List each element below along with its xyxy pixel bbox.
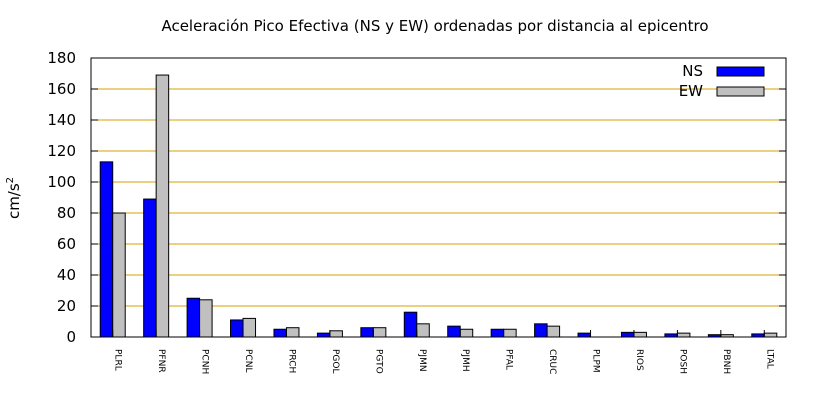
y-tick-label: 100	[47, 173, 76, 191]
x-tick-label: PGTO	[373, 349, 383, 374]
bar-ew	[459, 328, 474, 338]
y-axis-label-base: cm/s	[5, 183, 23, 219]
plot-frame	[90, 57, 787, 338]
x-tick-label-group: PGOL	[330, 349, 340, 374]
x-tick-label-group: PLPM	[591, 349, 601, 373]
bar-ew	[242, 317, 257, 338]
x-tick-label-group: PFAL	[504, 349, 514, 370]
bar-ew	[633, 331, 647, 338]
legend-label-ew: EW	[679, 82, 703, 100]
x-tick-label-group: PBNH	[721, 349, 731, 374]
x-axis-ticks: PLRL PFNR PCNH PCNL PRCH PGOL PGTO PJMN PJMH PFAL…	[112, 330, 774, 374]
legend-swatch-ns	[716, 66, 765, 77]
bar-ew	[676, 332, 691, 338]
bar-ns	[360, 327, 374, 338]
y-tick-label: 120	[47, 142, 76, 160]
x-tick-label: PRCH	[286, 349, 296, 373]
x-tick-label-group: PJMN	[417, 349, 427, 372]
y-tick-label: 0	[66, 328, 76, 346]
bars	[99, 74, 778, 338]
y-tick-label: 80	[57, 204, 76, 222]
legend: NS EW	[679, 62, 765, 100]
y-tick-label: 20	[57, 297, 76, 315]
x-tick-label: LTAL	[764, 349, 774, 369]
svg-text:cm/s2: cm/s2	[5, 177, 23, 219]
x-tick-label: PGOL	[330, 349, 340, 374]
x-tick-label: PBNH	[721, 349, 731, 374]
x-tick-label-group: PCNH	[200, 349, 210, 374]
y-tick-label: 160	[47, 80, 76, 98]
bar-ns	[534, 323, 548, 338]
x-tick-label-group: PRCH	[286, 349, 296, 373]
bar-ns	[490, 328, 505, 338]
x-tick-label: CRUC	[547, 349, 557, 374]
x-tick-label: PJMN	[417, 349, 427, 372]
bar-ns	[316, 332, 331, 338]
bar-ns	[577, 332, 592, 338]
x-tick-label-group: POSH	[677, 349, 687, 374]
y-tick-label: 140	[47, 111, 76, 129]
x-tick-label-group: LTAL	[764, 349, 774, 369]
x-tick-label-group: PFNR	[156, 349, 166, 373]
x-tick-label: PFAL	[504, 349, 514, 370]
bar-ew	[199, 299, 213, 338]
bar-ew	[763, 332, 778, 338]
bar-ew	[112, 212, 126, 338]
y-axis-label: cm/s2	[5, 177, 23, 219]
bar-ns	[403, 311, 418, 338]
y-tick-label: 60	[57, 235, 76, 253]
x-tick-label: PFNR	[156, 349, 166, 373]
bar-ns	[447, 325, 461, 338]
bar-ew	[372, 327, 387, 338]
bar-ew	[155, 74, 170, 338]
chart-title: Aceleración Pico Efectiva (NS y EW) orde…	[161, 17, 708, 35]
x-tick-label-group: PJMH	[460, 349, 470, 372]
x-tick-label-group: PCNL	[243, 349, 253, 372]
x-tick-label: PLPM	[591, 349, 601, 373]
legend-swatch-ew	[716, 86, 765, 97]
x-tick-label: POSH	[677, 349, 687, 374]
bar-ns	[620, 331, 635, 338]
bar-ew	[546, 325, 561, 338]
x-tick-label-group: PGTO	[373, 349, 383, 374]
bar-ns	[230, 319, 244, 338]
bar-ns	[186, 297, 201, 338]
x-tick-label-group: PLRL	[113, 349, 123, 371]
x-tick-label-group: RIOS	[634, 349, 644, 371]
x-tick-label: RIOS	[634, 349, 644, 371]
bar-ew	[329, 330, 343, 338]
legend-label-ns: NS	[682, 62, 703, 80]
x-tick-label-group: CRUC	[547, 349, 557, 374]
y-axis-ticks: 0 20 40 60 80 100 120 140 160 180	[47, 49, 786, 346]
y-axis-label-sup: 2	[5, 177, 16, 183]
bar-ns	[143, 198, 157, 338]
bar-ns	[273, 328, 287, 338]
bar-ew	[416, 323, 430, 338]
bar-ew	[503, 328, 517, 338]
y-tick-label: 40	[57, 266, 76, 284]
x-tick-label: PLRL	[113, 349, 123, 371]
x-tick-label: PCNH	[200, 349, 210, 374]
x-tick-label: PCNL	[243, 349, 253, 372]
bar-ew	[285, 327, 300, 338]
y-tick-label: 180	[47, 49, 76, 67]
bar-ns	[99, 161, 114, 338]
grid-lines	[91, 88, 786, 307]
x-tick-label: PJMH	[460, 349, 470, 372]
